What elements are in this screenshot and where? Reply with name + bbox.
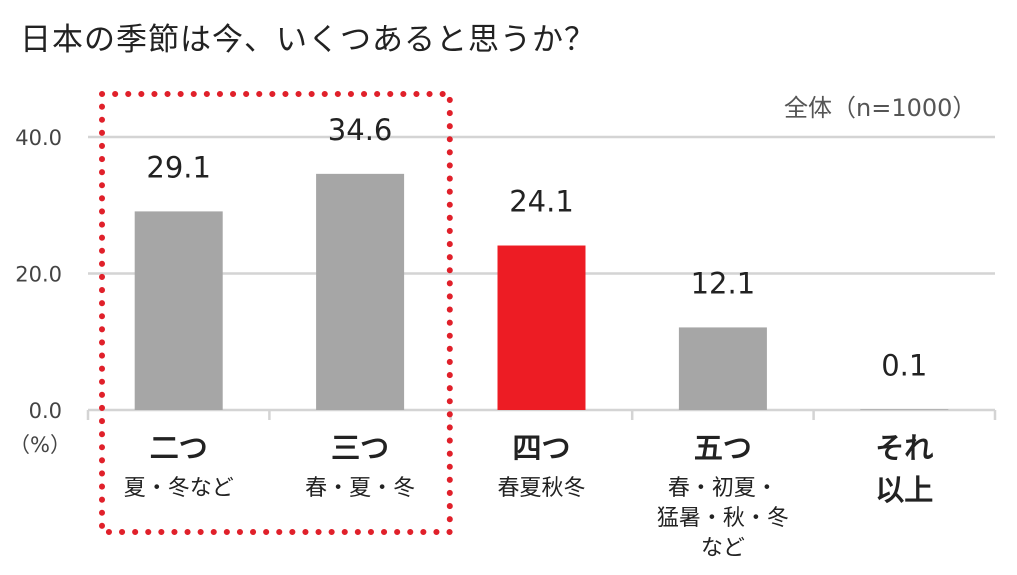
value-label-3: 12.1 (691, 266, 756, 300)
category-sublabel-3: など (701, 536, 745, 561)
category-label-4: それ (875, 431, 933, 465)
y-tick-label: 40.0 (15, 126, 62, 150)
category-sublabel-3: 春・初夏・ (668, 476, 778, 501)
y-tick-label: 0.0 (29, 399, 62, 423)
value-label-4: 0.1 (881, 348, 927, 382)
category-label-1: 三つ (331, 431, 389, 465)
y-unit-label: （%） (9, 433, 71, 457)
axes (88, 410, 995, 420)
value-label-0: 29.1 (146, 150, 211, 184)
category-label-2: 四つ (512, 431, 570, 465)
value-label-1: 34.6 (328, 113, 393, 147)
category-sublabel-2: 春夏秋冬 (497, 476, 585, 501)
bar-4 (860, 409, 948, 410)
y-tick-label: 20.0 (15, 263, 62, 287)
bar-1 (316, 174, 404, 410)
category-label-0: 二つ (150, 431, 208, 465)
category-sublabel-4: 以上 (875, 473, 933, 507)
category-sublabel-0: 夏・冬など (124, 476, 234, 501)
bar-0 (135, 211, 223, 410)
value-label-2: 24.1 (509, 185, 574, 219)
category-sublabel-1: 春・夏・冬 (305, 476, 415, 501)
category-label-3: 五つ (694, 431, 752, 465)
category-sublabel-3: 猛暑・秋・冬 (657, 506, 789, 531)
bar-2 (498, 246, 586, 410)
bar-3 (679, 327, 767, 410)
